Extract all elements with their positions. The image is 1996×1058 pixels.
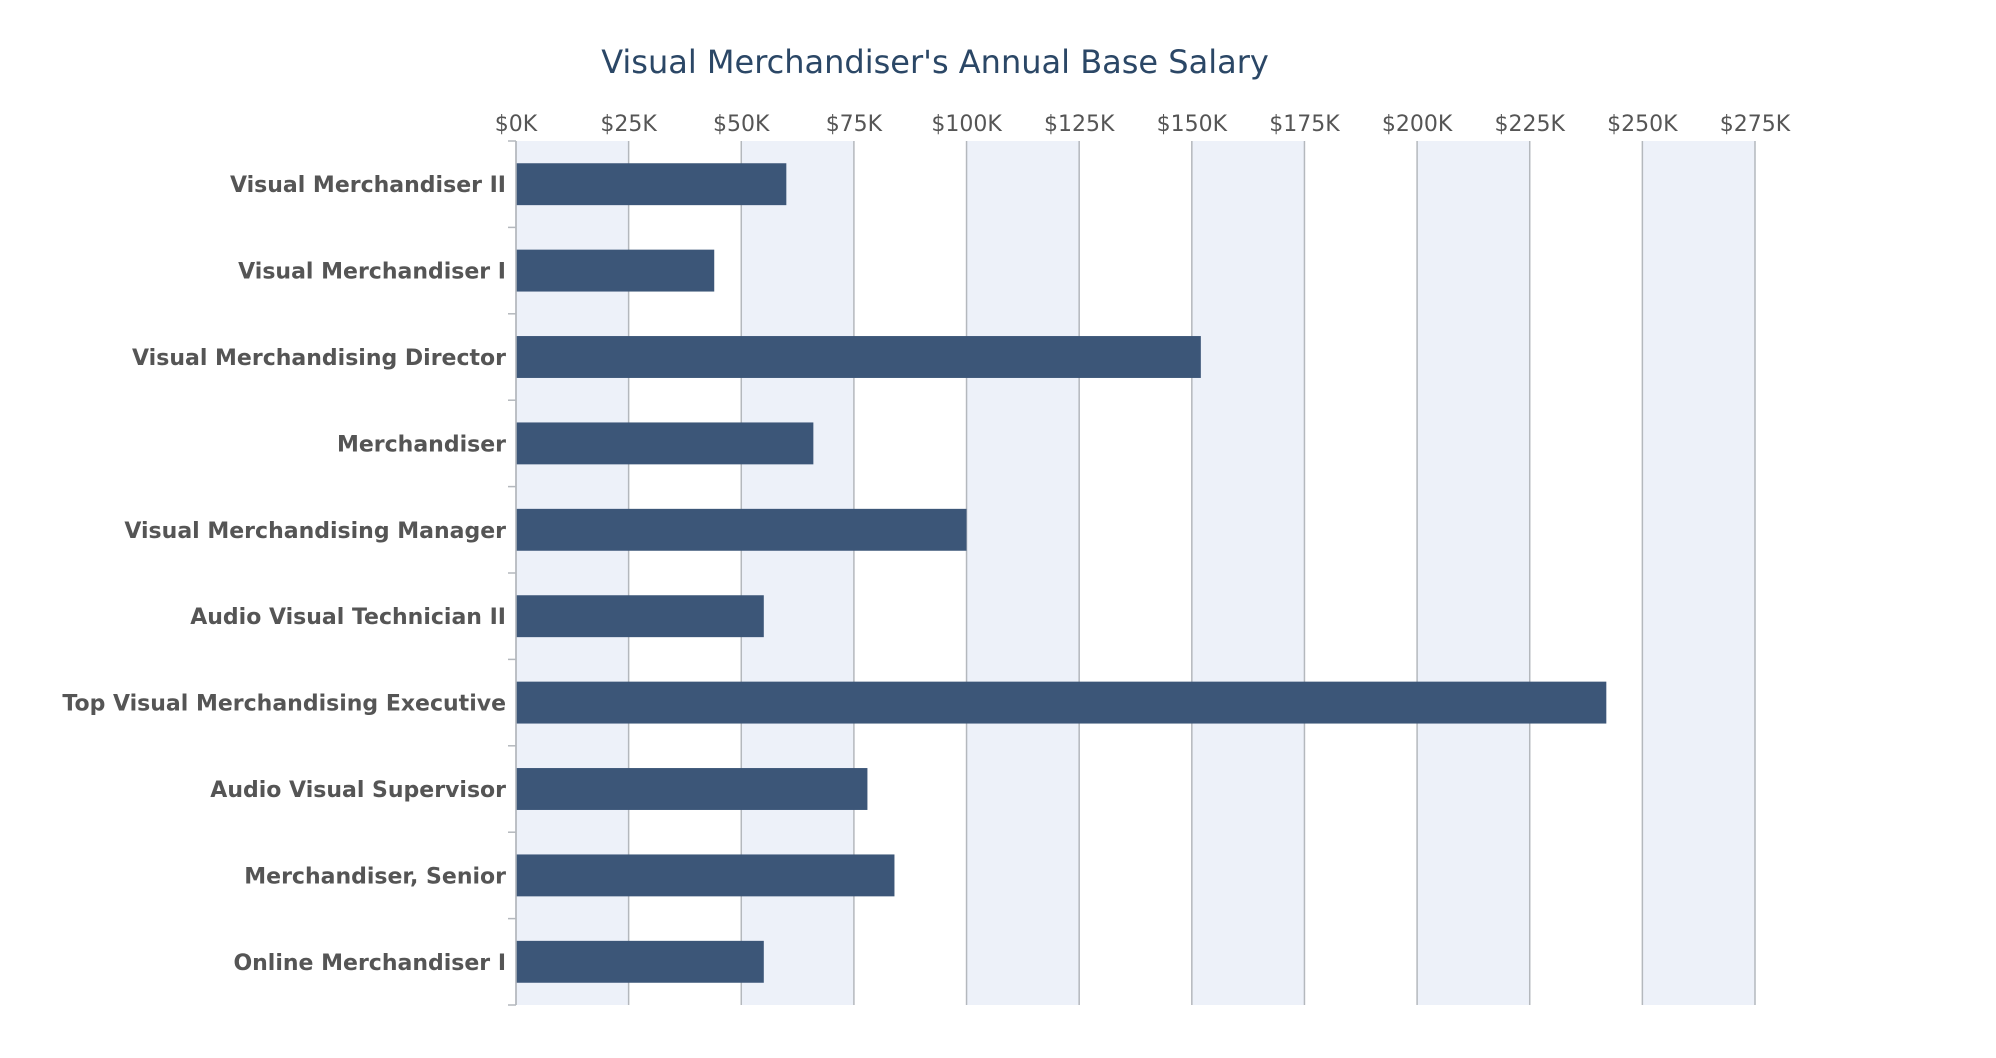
plot-band xyxy=(966,141,1080,1005)
bar xyxy=(516,336,1201,378)
x-tick-label: $175K xyxy=(1269,112,1340,137)
x-tick-label: $75K xyxy=(826,112,883,137)
x-tick-label: $225K xyxy=(1495,112,1566,137)
category-label: Visual Merchandising Director xyxy=(132,346,506,371)
x-tick-label: $0K xyxy=(495,112,538,137)
bar xyxy=(516,595,764,638)
bar xyxy=(516,163,787,206)
category-label: Audio Visual Technician II xyxy=(190,605,506,630)
plot-band xyxy=(1417,141,1530,1005)
x-tick-label: $250K xyxy=(1607,112,1678,137)
x-tick-label: $100K xyxy=(931,112,1002,137)
bar xyxy=(516,249,715,292)
value-axis-ticks: $0K $25K $50K $75K $100K $125K $150K $175K $200K… xyxy=(495,112,1791,137)
bar xyxy=(516,768,868,810)
x-tick-label: $25K xyxy=(600,112,657,137)
category-label: Online Merchandiser I xyxy=(233,951,506,976)
chart-title: Visual Merchandiser's Annual Base Salary xyxy=(601,43,1269,81)
plot-band xyxy=(1191,141,1305,1005)
background-bands xyxy=(516,141,1755,1005)
bar xyxy=(516,854,895,897)
bar xyxy=(516,681,1607,724)
x-tick-label: $200K xyxy=(1382,112,1453,137)
bar xyxy=(516,422,814,465)
category-label: Audio Visual Supervisor xyxy=(210,778,506,803)
category-label: Visual Merchandiser II xyxy=(230,173,506,198)
x-tick-label: $275K xyxy=(1720,112,1791,137)
category-labels: Visual Merchandiser II Visual Merchandise… xyxy=(62,173,506,976)
category-label: Visual Merchandiser I xyxy=(238,260,506,285)
category-label: Merchandiser, Senior xyxy=(244,864,506,889)
bars xyxy=(516,163,1607,983)
x-tick-label: $50K xyxy=(713,112,770,137)
plot-band xyxy=(1642,141,1755,1005)
category-label: Visual Merchandising Manager xyxy=(124,519,506,544)
category-label: Top Visual Merchandising Executive xyxy=(62,692,506,717)
category-label: Merchandiser xyxy=(337,432,506,457)
x-tick-label: $125K xyxy=(1044,112,1115,137)
x-tick-label: $150K xyxy=(1157,112,1228,137)
category-axis xyxy=(508,140,517,1006)
bar xyxy=(516,940,764,983)
bar xyxy=(516,508,967,551)
